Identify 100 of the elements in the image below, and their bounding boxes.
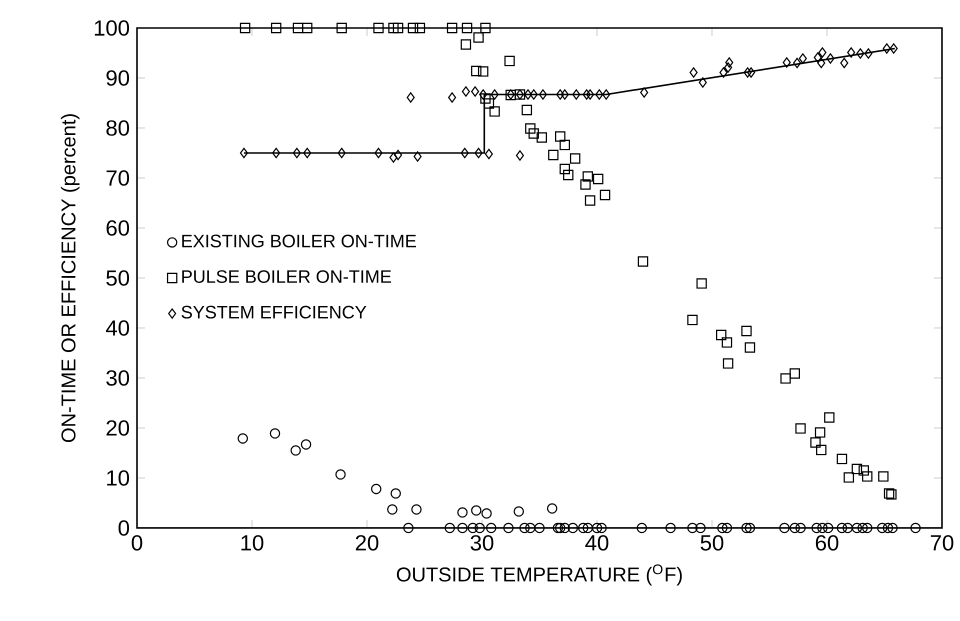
point [782,57,791,68]
point [524,89,532,100]
point [862,522,872,534]
point [468,522,478,534]
point [798,53,807,64]
point [840,58,848,68]
point [741,522,752,534]
point [516,89,524,100]
y-tick-label: 50 [106,270,130,286]
point [556,89,564,100]
point [460,148,469,158]
point [592,522,602,534]
y-tick-label: 30 [106,370,130,386]
point [471,505,482,516]
point [484,148,493,160]
x-axis-title: OUTSIDE TEMPERATURE ($^{O}$F) [396,564,682,586]
point [910,522,921,534]
point [602,89,610,100]
point [582,522,593,534]
point [240,148,248,158]
point [640,87,648,98]
point [882,522,894,534]
x-tick-label: 60 [816,535,838,551]
point [335,469,346,480]
point [503,522,514,534]
point [811,522,822,534]
x-tick-label: 0 [132,535,142,551]
point [857,522,868,534]
point [744,522,756,534]
point [457,507,468,518]
point [272,148,280,158]
point [292,148,301,158]
point [457,522,468,534]
point [790,522,800,534]
point [747,67,756,78]
point [490,89,499,100]
point [338,148,346,158]
point [462,86,470,97]
legend-label: EXISTING BOILER ON-TIME [182,234,416,248]
point [744,67,752,78]
point [519,522,530,534]
point [448,92,456,103]
point [890,43,898,54]
legend-label: SYSTEM EFFICIENCY [182,306,366,319]
point [525,522,536,534]
point [818,47,826,58]
point [717,522,728,534]
point [847,47,856,58]
point [856,48,864,59]
point [864,48,872,59]
y-tick-label: 20 [106,420,130,436]
point [826,53,834,64]
point [793,58,802,68]
point [724,62,732,73]
point [887,522,898,534]
x-tick-label: 40 [585,535,608,551]
point [596,522,607,534]
point [572,89,580,100]
point [530,89,538,100]
point [595,89,604,100]
point [389,152,398,163]
point [578,522,588,534]
point [506,89,515,100]
y-tick-label: 100 [94,20,130,36]
point [270,428,280,439]
point [486,522,496,534]
point [822,522,834,534]
point [411,504,422,515]
point [390,488,401,499]
point [690,67,698,78]
point [836,522,848,534]
y-tick-label: 10 [107,470,130,486]
point [795,522,806,534]
point [852,522,862,534]
point [481,508,492,519]
point [560,89,569,100]
point [698,77,707,88]
x-tick-label: 50 [700,535,724,551]
point [474,148,483,158]
point [374,148,383,158]
point [882,43,891,54]
point [387,504,398,515]
point [779,522,790,534]
point [516,150,524,161]
point [636,522,648,534]
point [303,148,312,158]
point [582,89,591,100]
point [471,86,480,97]
point [546,503,558,514]
x-tick-label: 70 [930,535,954,551]
y-tick-label: 80 [106,120,130,136]
point [414,151,422,162]
point [814,52,822,63]
point [403,522,414,534]
y-tick-label: 40 [106,320,130,336]
point [371,484,382,494]
point [444,522,455,534]
y-tick-label: 90 [106,70,130,86]
point [474,522,485,534]
point [238,433,248,444]
